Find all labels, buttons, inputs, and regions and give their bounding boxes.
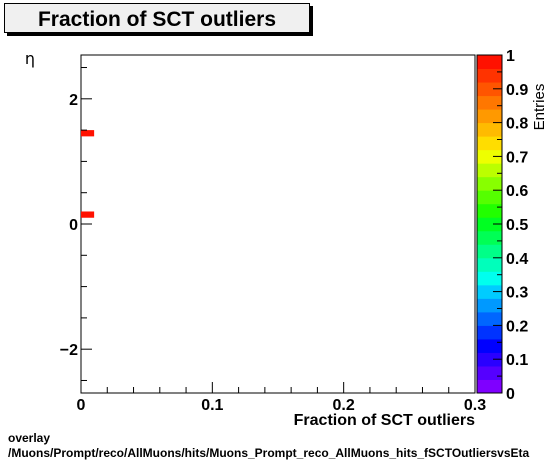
palette-swatch-1 xyxy=(477,365,502,380)
palette-swatch-3 xyxy=(477,338,502,353)
x-tick-label-1: 0.1 xyxy=(201,397,223,414)
cells-layer xyxy=(81,130,95,218)
color-palette: 0 0.1 0.2 0.3 0.4 0.5 0.6 0.7 0.8 0.9 1 xyxy=(476,48,528,403)
palette-swatch-22 xyxy=(477,82,502,97)
palette-swatch-15 xyxy=(477,176,502,191)
z-tick-label-1: 0.1 xyxy=(506,352,528,369)
x-axis: 0 0.1 0.2 0.3 xyxy=(77,382,486,414)
palette-swatch-24 xyxy=(477,55,502,70)
palette-swatch-7 xyxy=(477,284,502,299)
z-tick-label-7: 0.7 xyxy=(506,149,528,166)
palette-swatch-16 xyxy=(477,163,502,178)
palette-swatch-11 xyxy=(477,230,502,245)
z-tick-label-4: 0.4 xyxy=(506,251,528,268)
chart-title-box: Fraction of SCT outliers xyxy=(4,3,310,33)
palette-swatch-0 xyxy=(477,379,502,394)
palette-swatch-19 xyxy=(477,122,502,137)
palette-swatch-2 xyxy=(477,352,502,367)
x-axis-label: Fraction of SCT outliers xyxy=(294,412,475,429)
x-tick-label-3: 0.3 xyxy=(464,397,486,414)
palette-swatch-6 xyxy=(477,298,502,313)
palette-swatch-17 xyxy=(477,149,502,164)
z-tick-label-9: 0.9 xyxy=(506,82,528,99)
palette-swatch-10 xyxy=(477,244,502,259)
palette-swatch-4 xyxy=(477,325,502,340)
footer-line-1: overlay xyxy=(8,431,51,445)
y-axis-label: η xyxy=(25,49,35,68)
y-tick-label-1: 0 xyxy=(69,217,78,234)
palette-swatch-9 xyxy=(477,257,502,272)
palette-swatch-20 xyxy=(477,109,502,124)
z-tick-label-5: 0.5 xyxy=(506,217,528,234)
z-tick-label-6: 0.6 xyxy=(506,183,528,200)
x-tick-label-2: 0.2 xyxy=(333,397,355,414)
palette-swatch-14 xyxy=(477,190,502,205)
heatmap-cell-1 xyxy=(81,211,95,218)
chart-title: Fraction of SCT outliers xyxy=(37,8,276,31)
footer-line-2: /Muons/Prompt/reco/AllMuons/hits/Muons_P… xyxy=(8,446,530,460)
palette-swatch-8 xyxy=(477,271,502,286)
z-tick-label-0: 0 xyxy=(506,386,515,403)
palette-swatch-12 xyxy=(477,217,502,232)
palette-swatch-13 xyxy=(477,203,502,218)
z-axis-label: Entries xyxy=(531,84,546,131)
palette-swatch-21 xyxy=(477,95,502,110)
palette-swatch-23 xyxy=(477,68,502,83)
plot-frame xyxy=(80,54,476,394)
heatmap-cell-0 xyxy=(81,130,95,137)
y-axis: −2 0 2 xyxy=(60,67,92,381)
heatmap-plot: 0 0.1 0.2 0.3 −2 0 2 0 0.1 0.2 0.3 0.4 0.5 0.6 0.7 0.… xyxy=(25,48,546,429)
y-tick-label-2: 2 xyxy=(69,92,78,109)
z-tick-label-3: 0.3 xyxy=(506,285,528,302)
z-tick-label-10: 1 xyxy=(506,48,515,65)
y-tick-label-0: −2 xyxy=(60,342,78,359)
x-tick-label-0: 0 xyxy=(77,397,86,414)
palette-swatch-18 xyxy=(477,136,502,151)
palette-swatch-5 xyxy=(477,311,502,326)
z-tick-label-8: 0.8 xyxy=(506,116,528,133)
z-tick-label-2: 0.2 xyxy=(506,318,528,335)
